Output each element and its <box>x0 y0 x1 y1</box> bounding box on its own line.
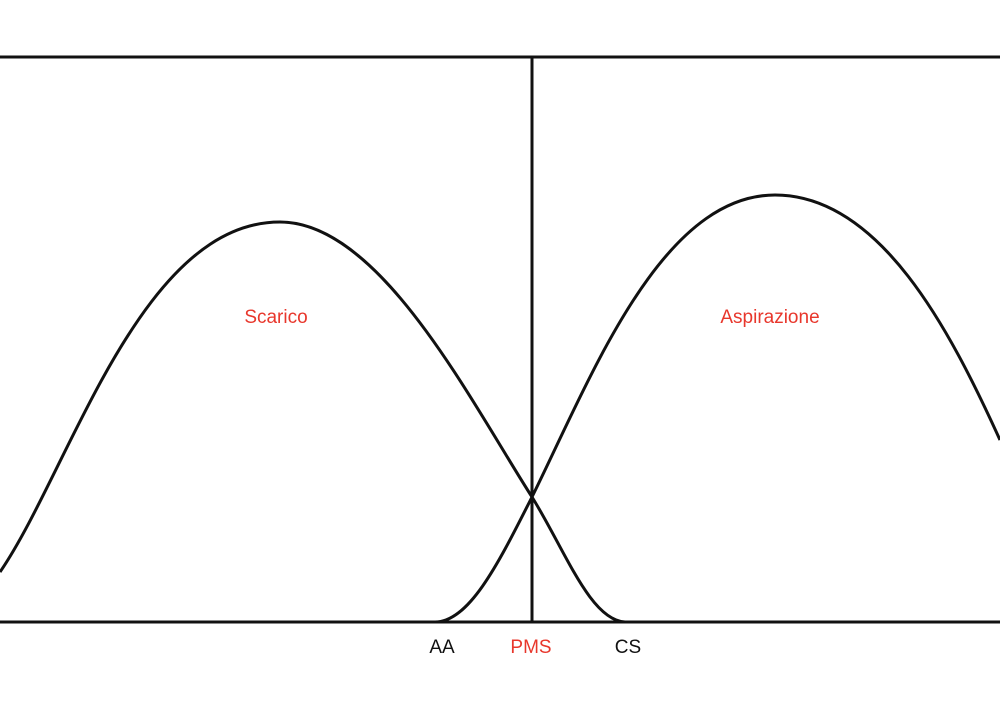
intake-curve <box>434 193 1000 624</box>
exhaust-curve <box>0 220 626 624</box>
exhaust-label: Scarico <box>244 307 307 328</box>
intake-label: Aspirazione <box>720 307 819 328</box>
intake-opening-label: AA <box>429 637 455 658</box>
exhaust-closing-label: CS <box>615 637 641 658</box>
tdc-label: PMS <box>510 637 551 658</box>
